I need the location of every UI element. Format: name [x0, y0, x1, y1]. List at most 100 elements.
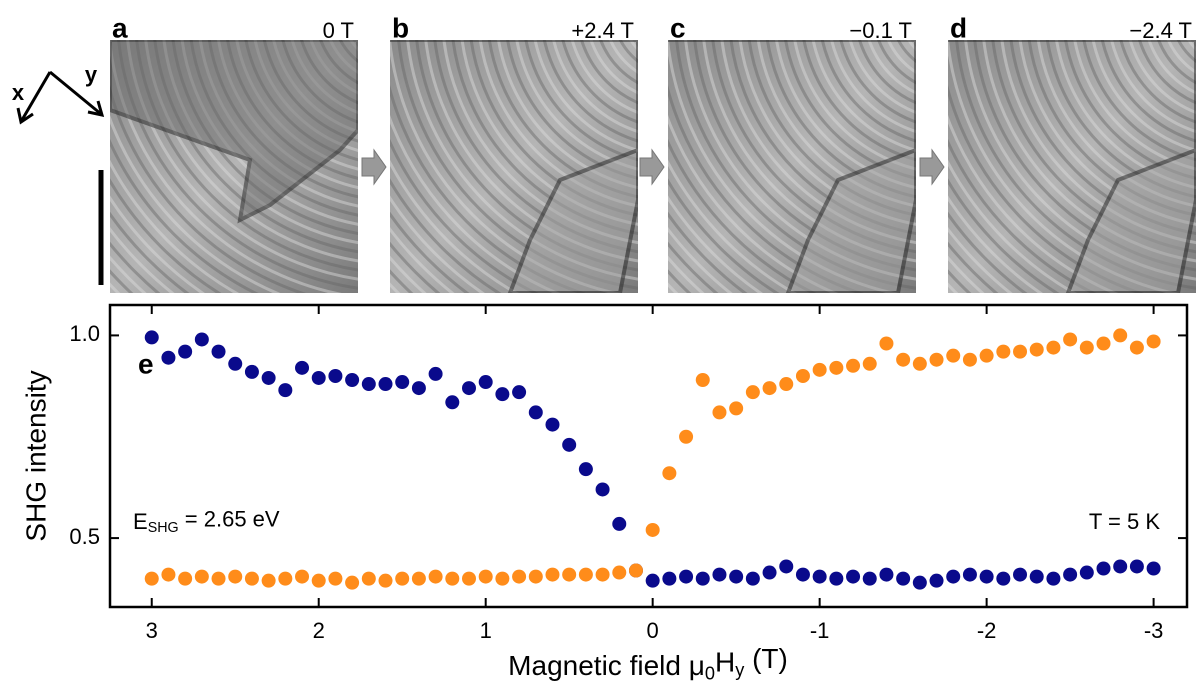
point — [695, 372, 710, 387]
point — [562, 567, 577, 582]
point — [745, 571, 760, 586]
plot-frame — [108, 303, 1189, 609]
y-arrow-head — [87, 100, 105, 117]
point — [578, 567, 593, 582]
point — [361, 571, 376, 586]
step-arrow — [361, 148, 387, 186]
x-tick-label: 0 — [647, 618, 659, 643]
point — [879, 567, 894, 582]
annotation: ESHG = 2.65 eV — [133, 506, 280, 536]
point — [662, 466, 677, 481]
point — [411, 381, 426, 396]
point — [779, 559, 794, 574]
y-arrow — [49, 70, 102, 116]
point — [1146, 334, 1161, 349]
point — [979, 348, 994, 363]
x-axis-title-part: 0 — [705, 663, 715, 683]
point — [812, 362, 827, 377]
micrographs — [110, 40, 1196, 293]
domain — [668, 40, 916, 293]
point — [261, 370, 276, 385]
point — [345, 575, 360, 590]
field-label: −0.1 T — [849, 18, 912, 43]
point — [896, 571, 911, 586]
point — [512, 569, 527, 584]
point — [261, 573, 276, 588]
micrograph — [390, 40, 638, 293]
point — [328, 571, 343, 586]
point — [578, 462, 593, 477]
y-tick-label: 1.0 — [69, 321, 100, 346]
point — [912, 356, 927, 371]
point — [679, 569, 694, 584]
point — [295, 360, 310, 375]
domain — [110, 40, 358, 224]
annotation-part: SHG — [148, 520, 179, 536]
point — [795, 368, 810, 383]
y-axis-title: SHG intensity — [20, 370, 51, 541]
point — [712, 567, 727, 582]
point — [1079, 565, 1094, 580]
point — [161, 567, 176, 582]
point — [228, 569, 243, 584]
x-arrow — [20, 71, 52, 121]
x-arrow-head — [16, 107, 34, 125]
point — [445, 571, 460, 586]
point — [361, 377, 376, 392]
x-axis-title: Magnetic field μ0Hy (T) — [508, 644, 788, 684]
x-axis-title-part: H — [715, 647, 735, 678]
point — [962, 567, 977, 582]
annotation-part: E — [133, 509, 148, 534]
point — [194, 569, 209, 584]
point — [311, 370, 326, 385]
annotation-part: = 2.65 eV — [179, 506, 280, 531]
point — [912, 575, 927, 590]
annotation: T = 5 K — [1089, 509, 1160, 534]
x-axis-title-part: Magnetic field μ — [508, 650, 705, 681]
domain — [390, 40, 638, 293]
y-tick-label: 0.5 — [69, 524, 100, 549]
point — [996, 344, 1011, 359]
point — [862, 571, 877, 586]
point — [211, 344, 226, 359]
point — [896, 352, 911, 367]
point — [1046, 571, 1061, 586]
field-label: −2.4 T — [1129, 18, 1192, 43]
point — [729, 401, 744, 416]
point — [244, 364, 259, 379]
axis-y-label: y — [85, 62, 98, 87]
point — [512, 385, 527, 400]
point — [178, 344, 193, 359]
point — [545, 567, 560, 582]
point — [462, 381, 476, 396]
point — [278, 571, 293, 586]
point — [829, 360, 844, 375]
point — [879, 336, 894, 351]
point — [862, 356, 877, 371]
panel-letter: a — [112, 12, 128, 43]
point — [295, 569, 310, 584]
point — [612, 565, 627, 580]
point — [929, 352, 944, 367]
point — [178, 571, 193, 586]
point — [745, 385, 760, 400]
point — [929, 573, 944, 588]
point — [812, 569, 827, 584]
point — [1146, 561, 1161, 576]
point — [846, 358, 861, 373]
domain — [948, 40, 1196, 293]
annotation-part: T = 5 K — [1089, 509, 1160, 534]
point — [829, 571, 844, 586]
point — [562, 437, 577, 452]
x-axis-title-part: y — [735, 660, 745, 680]
point — [729, 569, 744, 584]
point — [762, 565, 777, 580]
point — [395, 375, 410, 390]
panel-letter: d — [950, 12, 967, 43]
micrograph — [948, 40, 1196, 293]
point — [996, 571, 1011, 586]
point — [211, 571, 226, 586]
point — [1029, 342, 1044, 357]
axes-indicator — [16, 70, 105, 125]
